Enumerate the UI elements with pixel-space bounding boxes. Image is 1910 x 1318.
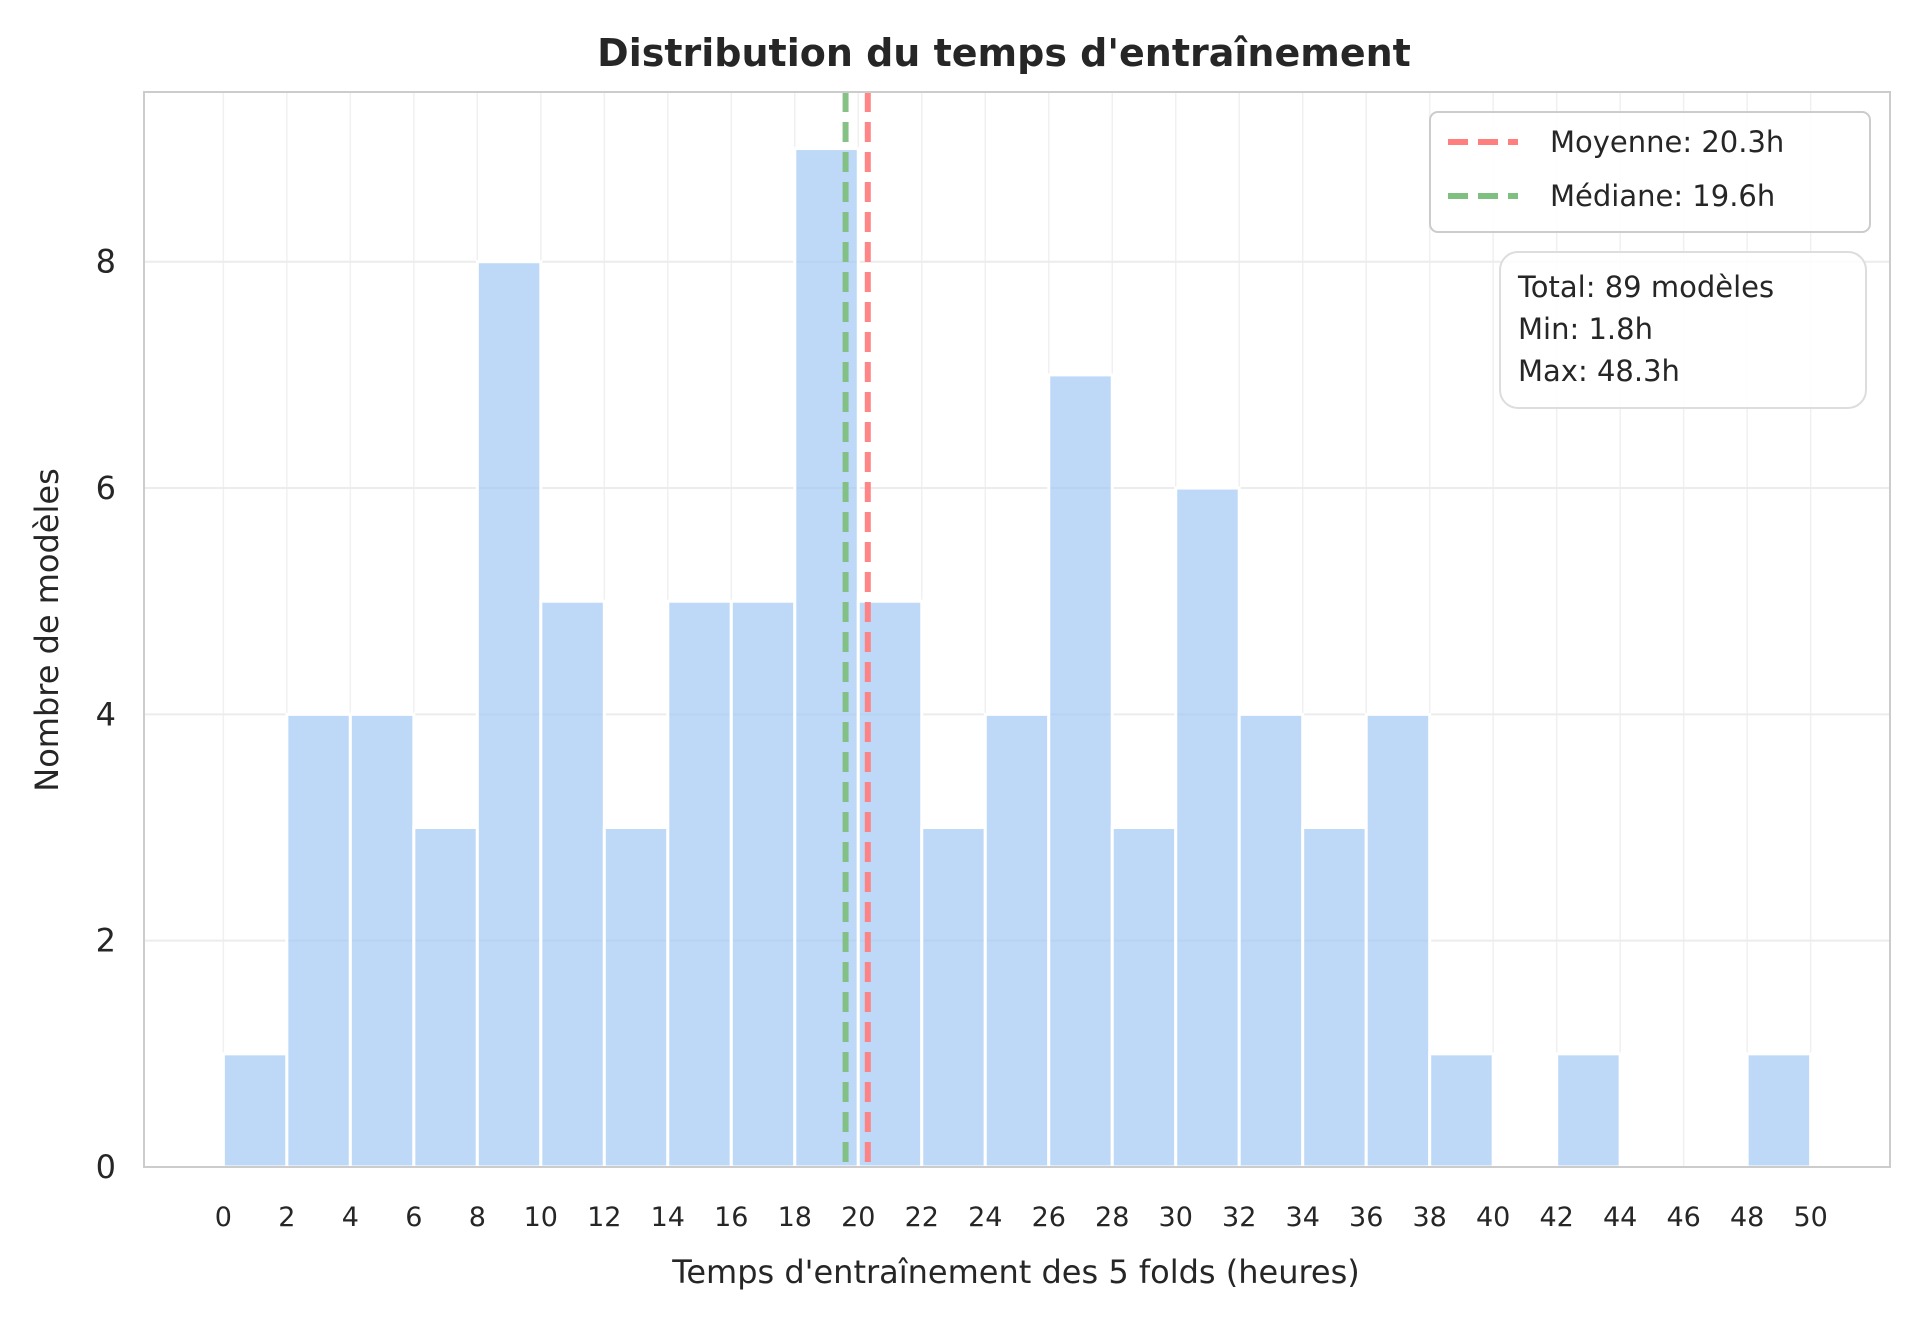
histogram-bar-8 [729,599,797,1169]
y-tick-label-2: 4 [96,695,116,733]
x-tick-labels: 0 2 4 6 8 10 12 14 16 18 20 22 24 26 28 30 32 34 36 38 40 42 4… [215,1202,1828,1233]
x-tick-label-0: 0 [215,1202,232,1233]
x-tick-label-6: 12 [587,1202,621,1233]
x-tick-label-23: 46 [1666,1202,1700,1233]
histogram-bar-14 [1110,826,1178,1169]
histogram-bar-6 [602,826,670,1169]
x-tick-label-7: 14 [651,1202,685,1233]
x-tick-label-17: 34 [1286,1202,1320,1233]
x-tick-label-12: 24 [968,1202,1002,1233]
y-tick-label-4: 8 [96,243,116,281]
histogram-bar-16 [1237,712,1305,1169]
stats-min: Min: 1.8h [1518,312,1653,346]
x-tick-label-13: 26 [1032,1202,1066,1233]
histogram-bar-1 [285,712,352,1169]
plot-frame [143,91,1891,1168]
x-tick-label-8: 16 [714,1202,748,1233]
x-tick-label-15: 30 [1159,1202,1193,1233]
y-axis-label: Nombre de modèles [28,468,66,791]
x-tick-label-4: 8 [469,1202,486,1233]
histogram-bar-15 [1174,486,1241,1169]
y-tick-label-3: 6 [96,469,116,507]
x-tick-label-20: 40 [1476,1202,1510,1233]
x-tick-label-21: 42 [1539,1202,1573,1233]
histogram-bar-24 [1745,1052,1813,1169]
legend: Moyenne: 20.3h Médiane: 19.6h [1429,111,1871,233]
histogram-bar-7 [666,599,733,1169]
x-tick-label-18: 36 [1349,1202,1383,1233]
x-tick-label-11: 22 [905,1202,939,1233]
histogram-bar-18 [1364,712,1432,1169]
x-tick-label-5: 10 [524,1202,558,1233]
histogram-bar-11 [920,826,987,1169]
histogram-bar-13 [1047,373,1114,1169]
histogram-bar-12 [983,712,1051,1169]
y-tick-label-1: 2 [96,922,116,960]
x-tick-label-14: 28 [1095,1202,1129,1233]
x-tick-label-9: 18 [778,1202,812,1233]
histogram-bar-19 [1428,1052,1495,1169]
stats-box: Total: 89 modèles Min: 1.8h Max: 48.3h [1499,251,1867,409]
y-tick-label-0: 0 [96,1148,116,1186]
histogram-bar-5 [539,599,606,1169]
x-tick-label-1: 2 [278,1202,295,1233]
x-axis-label: Temps d'entraînement des 5 folds (heures… [671,1253,1360,1291]
stats-total: Total: 89 modèles [1517,270,1774,304]
legend-mean-label: Moyenne: 20.3h [1550,125,1784,159]
x-tick-label-22: 44 [1603,1202,1637,1233]
histogram-bar-9 [793,147,860,1169]
chart-title: Distribution du temps d'entraînement [597,31,1411,75]
stats-max: Max: 48.3h [1518,354,1680,388]
x-tick-label-24: 48 [1730,1202,1764,1233]
x-tick-label-16: 32 [1222,1202,1256,1233]
y-tick-labels: 0 2 4 6 8 [96,243,116,1186]
legend-median-label: Médiane: 19.6h [1550,179,1775,213]
x-tick-label-10: 20 [841,1202,875,1233]
x-tick-label-25: 50 [1793,1202,1827,1233]
histogram-bar-21 [1555,1052,1622,1169]
histogram-bars [221,147,1813,1169]
histogram-bar-4 [475,260,543,1169]
histogram-bar-3 [412,826,479,1169]
legend-box [1429,111,1871,233]
x-tick-label-19: 38 [1413,1202,1447,1233]
x-tick-label-2: 4 [342,1202,359,1233]
histogram-bar-0 [221,1052,289,1169]
histogram-bar-17 [1301,826,1368,1169]
stats-box-frame [1499,251,1867,409]
x-tick-label-3: 6 [405,1202,422,1233]
histogram-bar-2 [348,712,416,1169]
